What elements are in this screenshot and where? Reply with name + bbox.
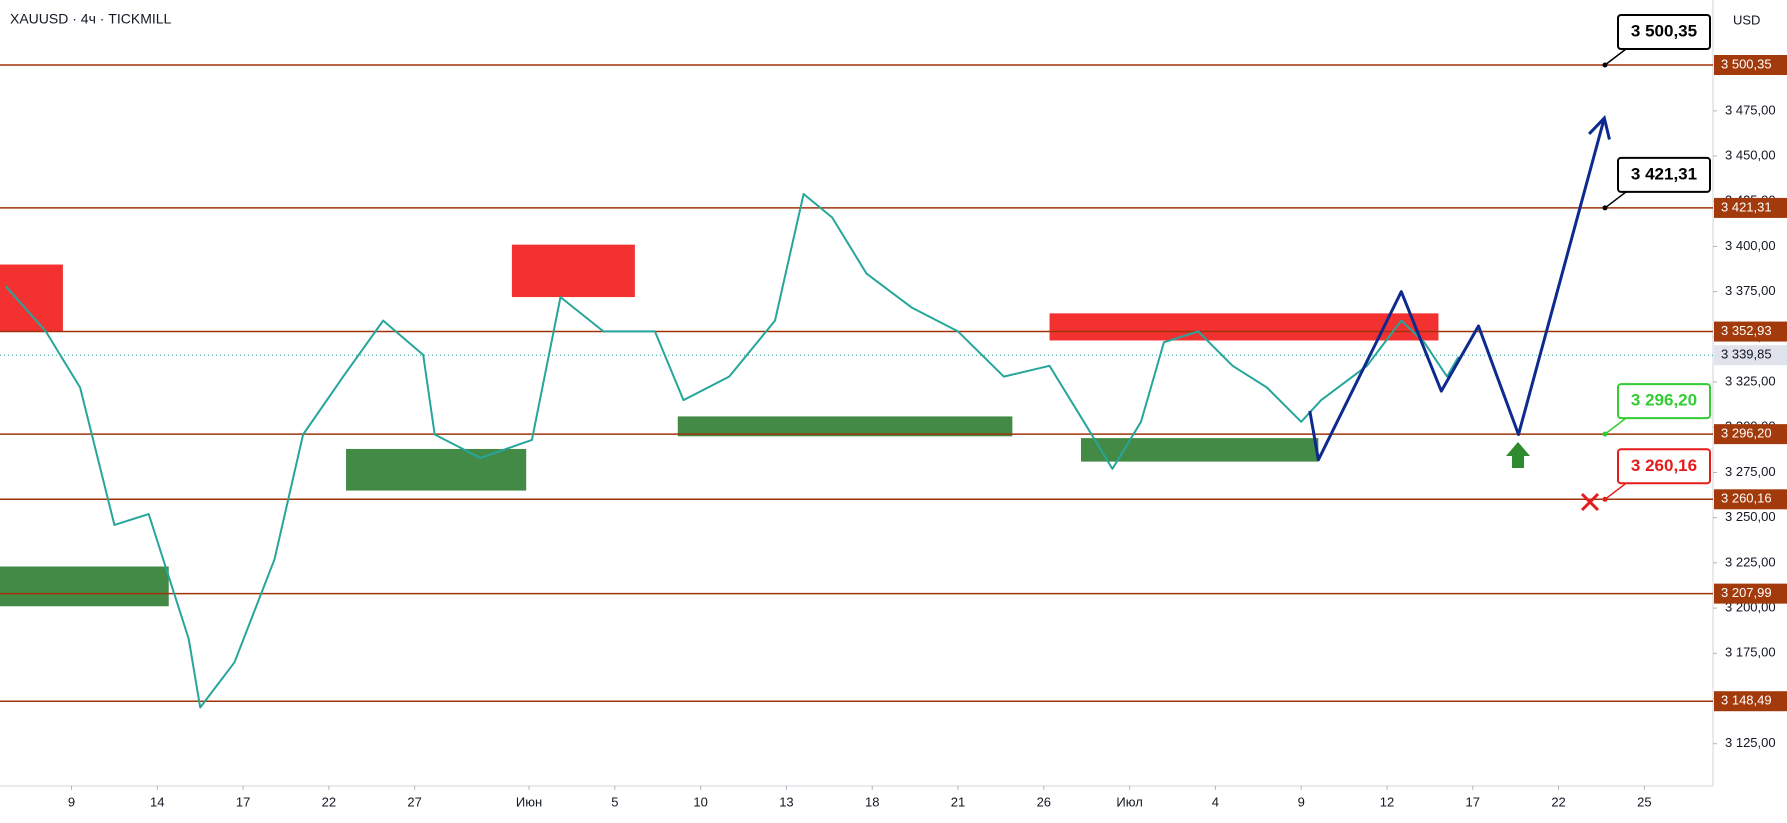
y-tick-label: 3 400,00 — [1725, 238, 1776, 253]
y-tick-label: 3 325,00 — [1725, 373, 1776, 388]
series-line — [1308, 117, 1606, 462]
x-tick-label: 17 — [236, 794, 250, 809]
x-tick-label: Июл — [1116, 794, 1142, 809]
callout-pointer — [1604, 417, 1627, 435]
up-arrow — [1506, 442, 1530, 468]
x-tick-label: 25 — [1637, 794, 1651, 809]
callout-box — [1617, 383, 1711, 420]
zone — [677, 416, 1013, 437]
y-tick-label: 3 450,00 — [1725, 147, 1776, 162]
series-line — [4, 193, 1460, 709]
callout-label: 3 260,16 — [1631, 456, 1697, 475]
y-tick-label: 3 225,00 — [1725, 554, 1776, 569]
callout-pointer — [1604, 48, 1627, 66]
x-tick-label: 10 — [693, 794, 707, 809]
x-tick-label: 12 — [1380, 794, 1394, 809]
x-tick-label: 27 — [407, 794, 421, 809]
zone — [0, 566, 169, 607]
level-tag — [1714, 583, 1787, 604]
callout-label: 3 500,35 — [1631, 21, 1697, 40]
level-tag — [1714, 691, 1787, 712]
level-label: 3 296,20 — [1721, 426, 1772, 441]
chart-title: XAUUSD · 4ч · TICKMILL — [10, 11, 172, 27]
last-price-tag — [1714, 345, 1787, 366]
level-label: 3 148,49 — [1721, 693, 1772, 708]
x-tick-label: 4 — [1212, 794, 1219, 809]
zone — [1049, 313, 1439, 341]
callout-label: 3 421,31 — [1631, 164, 1697, 183]
zone — [0, 264, 63, 332]
x-tick-label: 14 — [150, 794, 164, 809]
x-tick-label: 5 — [611, 794, 618, 809]
level-tag — [1714, 55, 1787, 76]
level-label: 3 500,35 — [1721, 56, 1772, 71]
x-tick-label: 18 — [865, 794, 879, 809]
x-tick-label: 9 — [1298, 794, 1305, 809]
x-tick-label: 9 — [68, 794, 75, 809]
level-label: 3 207,99 — [1721, 585, 1772, 600]
callout-label: 3 296,20 — [1631, 391, 1697, 410]
forecast-arrowhead — [1588, 115, 1611, 140]
y-tick-label: 3 475,00 — [1725, 102, 1776, 117]
x-tick-label: 13 — [779, 794, 793, 809]
callout-box — [1617, 448, 1711, 485]
y-tick-label: 3 125,00 — [1725, 735, 1776, 750]
callout-dot — [1602, 431, 1608, 437]
level-tag — [1714, 321, 1787, 342]
callout-box — [1617, 14, 1711, 51]
level-tag — [1714, 489, 1787, 510]
y-tick-label: 3 175,00 — [1725, 645, 1776, 660]
level-label: 3 421,31 — [1721, 199, 1772, 214]
level-label: 3 260,16 — [1721, 491, 1772, 506]
callout-dot — [1602, 496, 1608, 502]
last-price-label: 3 339,85 — [1721, 347, 1772, 362]
callout-dot — [1602, 205, 1608, 211]
zone — [1080, 438, 1319, 462]
x-tick-label: 22 — [1551, 794, 1565, 809]
cross-mark — [1580, 492, 1600, 512]
callout-dot — [1602, 62, 1608, 68]
x-tick-label: 26 — [1037, 794, 1051, 809]
currency: USD — [1733, 12, 1760, 27]
y-tick-label: 3 250,00 — [1725, 509, 1776, 524]
x-tick-label: 21 — [951, 794, 965, 809]
y-tick-label: 3 275,00 — [1725, 464, 1776, 479]
level-label: 3 352,93 — [1721, 323, 1772, 338]
callout-pointer — [1604, 191, 1627, 209]
callout-pointer — [1604, 482, 1627, 500]
callout-box — [1617, 156, 1711, 193]
x-tick-label: Июн — [516, 794, 542, 809]
y-tick-label: 3 375,00 — [1725, 283, 1776, 298]
x-tick-label: 22 — [322, 794, 336, 809]
x-tick-label: 17 — [1466, 794, 1480, 809]
zone — [346, 448, 527, 491]
zone — [511, 244, 635, 298]
level-tag — [1714, 424, 1787, 445]
level-tag — [1714, 197, 1787, 218]
